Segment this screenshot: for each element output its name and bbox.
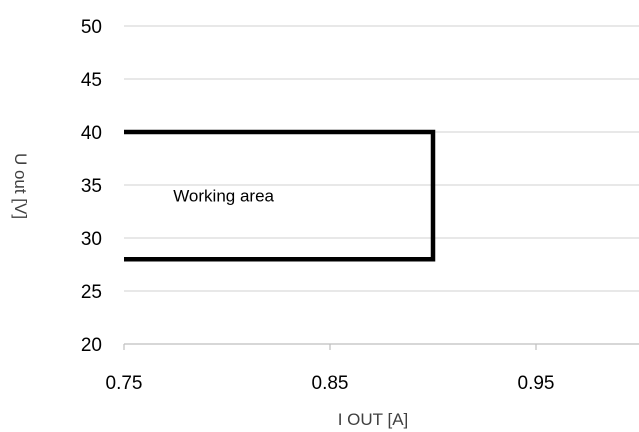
y-tick-label: 25 xyxy=(81,282,102,303)
y-tick-label: 50 xyxy=(81,17,102,38)
annotations: Working area xyxy=(173,187,274,206)
axes xyxy=(123,343,639,350)
x-tick-label: 0.75 xyxy=(106,373,143,394)
y-axis-label: U out [V] xyxy=(11,153,30,219)
gridlines xyxy=(124,25,639,292)
y-tick-label: 45 xyxy=(81,70,102,91)
working-area-line xyxy=(124,129,436,262)
tick-labels: 0.75 0.85 0.95 20 25 30 35 40 45 50 xyxy=(81,17,555,394)
x-tick-label: 0.95 xyxy=(518,373,555,394)
y-tick-label: 35 xyxy=(81,176,102,197)
working-area-label: Working area xyxy=(173,187,274,206)
y-tick-label: 30 xyxy=(81,229,102,250)
y-tick-label: 40 xyxy=(81,123,102,144)
x-axis-label: I OUT [A] xyxy=(338,410,409,429)
y-tick-label: 20 xyxy=(81,335,102,356)
x-tick-label: 0.85 xyxy=(312,373,349,394)
series-group xyxy=(124,129,436,262)
